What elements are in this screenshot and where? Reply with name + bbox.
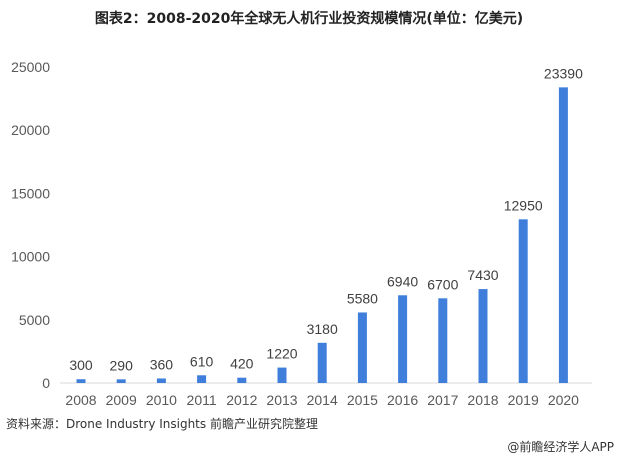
bar-2020 bbox=[558, 87, 568, 383]
source-note: 资料来源：Drone Industry Insights 前瞻产业研究院整理 bbox=[6, 417, 318, 431]
x-tick-label: 2017 bbox=[427, 392, 458, 408]
bars: 300 2008 290 2009 360 2010 610 2011 420 2012 1220 2… bbox=[65, 65, 583, 408]
x-tick-label: 2015 bbox=[347, 392, 378, 408]
data-label: 360 bbox=[150, 356, 174, 372]
bar-2015 bbox=[357, 312, 367, 383]
x-tick-label: 2011 bbox=[187, 392, 217, 408]
bar-2019 bbox=[518, 219, 528, 383]
x-tick-label: 2013 bbox=[266, 392, 297, 408]
x-tick-label: 2014 bbox=[307, 392, 338, 408]
x-tick-label: 2012 bbox=[226, 392, 257, 408]
bar-2012 bbox=[237, 377, 247, 383]
x-tick-label: 2008 bbox=[65, 392, 96, 408]
data-label: 12950 bbox=[504, 197, 543, 213]
bar-2014 bbox=[317, 342, 327, 383]
bar-2017 bbox=[438, 298, 448, 383]
x-tick-label: 2010 bbox=[146, 392, 177, 408]
data-label: 23390 bbox=[544, 65, 583, 81]
bar-2008 bbox=[76, 379, 86, 383]
x-tick-label: 2020 bbox=[548, 392, 579, 408]
credit-note: @前瞻经济学人APP bbox=[507, 440, 614, 454]
data-label: 6700 bbox=[427, 276, 458, 292]
y-axis: 0 5000 10000 15000 20000 25000 bbox=[11, 59, 50, 391]
bar-2018 bbox=[478, 289, 488, 383]
bar-chart: 0 5000 10000 15000 20000 25000 300 2008 290 2009… bbox=[11, 59, 592, 408]
y-tick-label: 15000 bbox=[11, 185, 50, 201]
y-tick-label: 0 bbox=[42, 375, 50, 391]
y-tick-label: 5000 bbox=[19, 312, 50, 328]
x-tick-label: 2018 bbox=[467, 392, 498, 408]
data-label: 1220 bbox=[266, 346, 297, 362]
data-label: 300 bbox=[69, 357, 93, 373]
bar-2009 bbox=[116, 379, 126, 383]
x-tick-label: 2016 bbox=[387, 392, 418, 408]
y-tick-label: 10000 bbox=[11, 249, 50, 265]
y-tick-label: 20000 bbox=[11, 122, 50, 138]
bar-2010 bbox=[156, 378, 166, 383]
data-label: 290 bbox=[110, 357, 134, 373]
data-label: 5580 bbox=[347, 290, 378, 306]
data-label: 3180 bbox=[307, 321, 338, 337]
bar-2016 bbox=[398, 295, 408, 383]
data-label: 7430 bbox=[467, 267, 498, 283]
x-tick-label: 2019 bbox=[508, 392, 539, 408]
data-label: 420 bbox=[230, 356, 254, 372]
bar-2013 bbox=[277, 367, 287, 383]
data-label: 610 bbox=[190, 353, 214, 369]
x-tick-label: 2009 bbox=[106, 392, 137, 408]
data-label: 6940 bbox=[387, 273, 418, 289]
chart-title: 图表2：2008-2020年全球无人机行业投资规模情况(单位：亿美元) bbox=[94, 11, 524, 27]
y-tick-label: 25000 bbox=[11, 59, 50, 75]
bar-2011 bbox=[197, 375, 207, 383]
